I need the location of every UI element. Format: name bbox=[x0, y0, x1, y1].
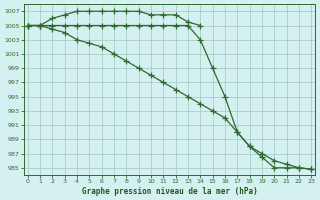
X-axis label: Graphe pression niveau de la mer (hPa): Graphe pression niveau de la mer (hPa) bbox=[82, 187, 257, 196]
